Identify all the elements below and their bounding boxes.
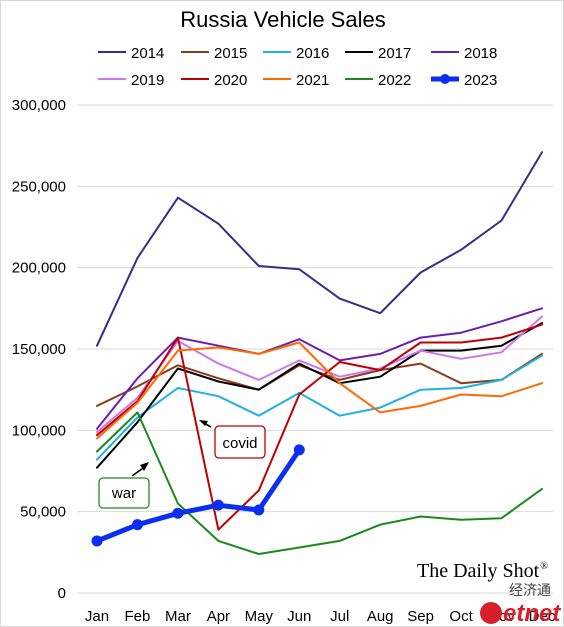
gridlines bbox=[77, 104, 553, 594]
legend-label: 2020 bbox=[214, 72, 247, 89]
x-tick-label: Jan bbox=[85, 608, 109, 625]
y-axis-tick-labels: 0 50,000 100,000 150,000 200,000 250,000 300,0… bbox=[12, 97, 66, 602]
war-annotation-box bbox=[98, 477, 150, 509]
covid-annotation-label: covid bbox=[222, 435, 257, 452]
legend-label: 2015 bbox=[214, 45, 247, 62]
series-point-2023 bbox=[253, 504, 265, 516]
series-point-2023 bbox=[131, 519, 143, 531]
legend-item: 2021 bbox=[263, 72, 329, 89]
series-line-2014 bbox=[96, 151, 543, 347]
series-line-2019 bbox=[96, 315, 543, 433]
legend-label: 2022 bbox=[378, 72, 411, 89]
legend-item: 2016 bbox=[263, 45, 329, 62]
x-tick-label: Mar bbox=[165, 608, 191, 625]
legend-label: 2017 bbox=[378, 45, 411, 62]
legend-label: 2014 bbox=[131, 45, 164, 62]
legend: 2014 2015 2016 2017 2018 2019 2020 2021 2022 2023 bbox=[98, 45, 497, 89]
series-line-2023 bbox=[94, 447, 302, 544]
legend-item: 2017 bbox=[345, 45, 411, 62]
source-logo: The Daily Shot® 经济通 etnet bbox=[417, 560, 561, 627]
covid-annotation-box bbox=[214, 425, 266, 459]
y-tick-label: 50,000 bbox=[20, 504, 66, 521]
legend-item: 2014 bbox=[98, 45, 164, 62]
y-tick-label: 300,000 bbox=[12, 97, 66, 114]
chart-title: Russia Vehicle Sales bbox=[180, 7, 385, 32]
legend-item: 2020 bbox=[181, 72, 247, 89]
etnet-watermark: etnet bbox=[480, 600, 561, 627]
legend-item: 2015 bbox=[181, 45, 247, 62]
x-axis-tick-labels: Jan Feb Mar Apr May Jun Jul Aug Sep Oct Nov Dec bbox=[85, 608, 556, 625]
y-tick-label: 250,000 bbox=[12, 178, 66, 195]
war-annotation: war bbox=[98, 462, 150, 509]
war-arrow-head bbox=[140, 462, 149, 471]
series-point-2023 bbox=[212, 499, 224, 511]
series-point-2023 bbox=[91, 535, 103, 547]
legend-item: 2022 bbox=[345, 72, 411, 89]
legend-label: 2023 bbox=[464, 72, 497, 89]
legend-marker bbox=[440, 74, 450, 84]
x-tick-label: Sep bbox=[407, 608, 434, 625]
x-tick-label: Jul bbox=[330, 608, 349, 625]
war-annotation-label: war bbox=[111, 485, 136, 502]
covid-arrow-head bbox=[199, 420, 208, 426]
y-tick-label: 100,000 bbox=[12, 422, 66, 439]
series-line-2021 bbox=[96, 341, 543, 440]
x-tick-label: Jun bbox=[287, 608, 311, 625]
series-line-2016 bbox=[96, 354, 543, 461]
legend-item: 2019 bbox=[98, 72, 164, 89]
series-line-2018 bbox=[96, 307, 543, 430]
legend-item: 2018 bbox=[431, 45, 497, 62]
x-tick-label: Apr bbox=[207, 608, 230, 625]
legend-item: 2023 bbox=[431, 72, 497, 89]
etnet-watermark-text: etnet bbox=[503, 600, 561, 627]
legend-label: 2018 bbox=[464, 45, 497, 62]
x-tick-label: Oct bbox=[449, 608, 473, 625]
legend-label: 2021 bbox=[296, 72, 329, 89]
series-lines bbox=[91, 151, 543, 555]
series-line-2022 bbox=[96, 411, 543, 555]
x-tick-label: Aug bbox=[367, 608, 394, 625]
x-tick-label: Dec bbox=[529, 608, 556, 625]
etnet-mark-circle bbox=[480, 602, 502, 624]
series-line-2017 bbox=[96, 322, 543, 469]
legend-label: 2016 bbox=[296, 45, 329, 62]
y-tick-label: 200,000 bbox=[12, 260, 66, 277]
series-line-2020 bbox=[96, 323, 543, 531]
source-brand: The Daily Shot® bbox=[417, 560, 548, 582]
legend-label: 2019 bbox=[131, 72, 164, 89]
y-tick-label: 150,000 bbox=[12, 341, 66, 358]
source-cn-text: 经济通 bbox=[509, 583, 551, 599]
y-tick-label: 0 bbox=[58, 585, 66, 602]
x-tick-label: May bbox=[245, 608, 274, 625]
covid-annotation: covid bbox=[199, 420, 266, 459]
x-tick-label: Feb bbox=[125, 608, 151, 625]
series-point-2023 bbox=[172, 507, 184, 519]
series-point-2023 bbox=[293, 444, 305, 456]
